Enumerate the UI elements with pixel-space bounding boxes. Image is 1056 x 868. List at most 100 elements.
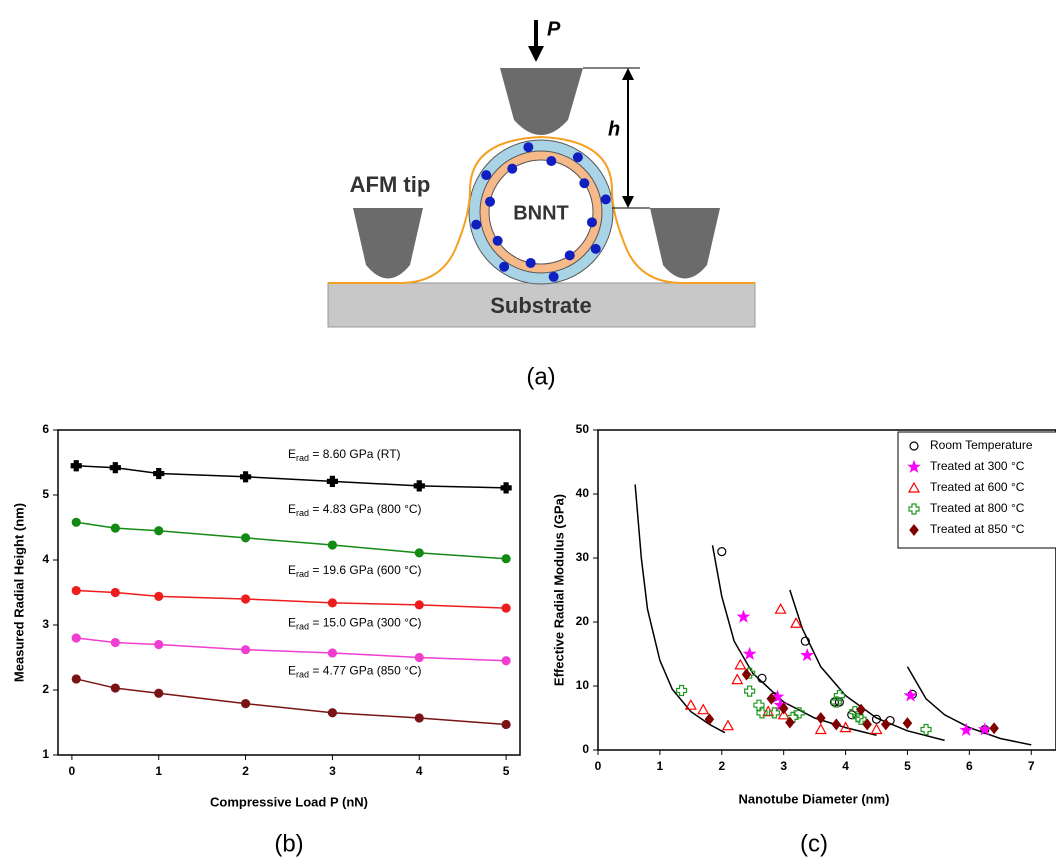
marker xyxy=(834,697,844,707)
marker xyxy=(731,673,744,685)
annotation-sub: rad xyxy=(296,453,309,463)
fit-curve xyxy=(634,484,726,734)
atom xyxy=(564,250,575,261)
panel-label: (a) xyxy=(526,363,555,390)
annotation-sub: rad xyxy=(296,569,309,579)
marker xyxy=(500,482,512,494)
label: Substrate xyxy=(490,293,591,318)
marker xyxy=(734,658,747,670)
marker xyxy=(856,703,866,716)
annotation-part: = 4.77 GPa (850 °C) xyxy=(309,664,422,678)
annotation-part: E xyxy=(288,616,296,630)
marker xyxy=(697,703,710,715)
x-tick-label: 2 xyxy=(242,764,249,778)
legend-label: Treated at 850 °C xyxy=(930,522,1025,536)
marker xyxy=(675,684,688,697)
atom xyxy=(481,170,492,181)
marker xyxy=(240,594,251,604)
series-line xyxy=(76,678,507,726)
atom xyxy=(546,156,557,167)
marker xyxy=(501,554,511,564)
legend-box xyxy=(897,431,1056,549)
marker xyxy=(326,475,339,487)
x-tick-label: 1 xyxy=(155,764,162,778)
marker xyxy=(327,708,338,718)
x-axis-label: Compressive Load P (nN) xyxy=(210,794,368,809)
marker xyxy=(831,718,842,731)
x-tick-label: 5 xyxy=(503,764,510,778)
plot-frame xyxy=(57,429,521,756)
tip-left xyxy=(353,208,423,279)
marker xyxy=(790,617,803,628)
y-tick-label: 40 xyxy=(576,486,590,500)
series-line xyxy=(76,465,507,489)
marker xyxy=(959,722,974,737)
marker xyxy=(110,683,120,693)
marker xyxy=(770,689,785,703)
marker xyxy=(240,645,251,655)
y-tick-label: 4 xyxy=(42,552,49,566)
y-tick-label: 50 xyxy=(576,422,590,436)
annotation-part: = 8.60 GPa (RT) xyxy=(309,447,400,461)
marker xyxy=(800,636,810,646)
y-tick-label: 10 xyxy=(576,678,590,692)
fit-curve xyxy=(789,589,945,742)
legend-label: Treated at 300 °C xyxy=(930,459,1025,473)
marker xyxy=(110,637,120,648)
marker xyxy=(414,713,424,723)
marker xyxy=(154,639,164,650)
marker xyxy=(501,603,511,613)
y-tick-label: 5 xyxy=(42,487,49,501)
substrate xyxy=(327,282,756,328)
marker xyxy=(977,722,992,736)
marker xyxy=(774,602,787,614)
marker xyxy=(71,585,81,596)
marker xyxy=(327,540,338,550)
atom xyxy=(600,194,611,205)
marker xyxy=(785,716,795,729)
x-tick-label: 5 xyxy=(904,759,911,773)
annotation: Erad = 8.60 GPa (RT) xyxy=(288,447,401,463)
label: h xyxy=(608,118,620,140)
panel-label: (b) xyxy=(274,830,303,857)
legend-marker xyxy=(909,524,919,536)
marker xyxy=(501,719,511,730)
legend-marker xyxy=(907,481,921,493)
annotation: Erad = 19.6 GPa (600 °C) xyxy=(288,563,422,579)
series-line xyxy=(76,589,507,609)
marker xyxy=(110,523,120,533)
marker xyxy=(153,467,165,480)
panel-label: (c) xyxy=(800,830,828,857)
marker xyxy=(793,707,805,719)
atom xyxy=(590,243,601,254)
label: BNNT xyxy=(513,202,569,224)
marker xyxy=(154,591,164,602)
atom xyxy=(492,235,503,246)
annotation-part: E xyxy=(288,563,296,577)
diagram: P h AFM tip BNNT Substrate (a) xyxy=(327,18,756,390)
contour xyxy=(328,135,755,284)
legend-marker xyxy=(908,503,920,515)
x-tick-label: 2 xyxy=(718,759,725,773)
marker xyxy=(989,722,999,735)
fit-curve xyxy=(711,545,877,737)
x-tick-label: 1 xyxy=(657,759,664,773)
tip-right xyxy=(650,208,720,279)
marker xyxy=(871,714,882,724)
x-tick-label: 7 xyxy=(1028,759,1035,773)
atom xyxy=(485,196,496,207)
marker xyxy=(501,656,511,666)
y-axis-label: Measured Radial Height (nm) xyxy=(11,503,26,682)
atom xyxy=(471,219,482,230)
series-line xyxy=(76,637,507,662)
marker xyxy=(741,668,752,681)
marker xyxy=(753,699,765,711)
x-tick-label: 3 xyxy=(780,759,787,773)
marker xyxy=(71,633,81,643)
marker xyxy=(862,718,872,731)
annotation-sub: rad xyxy=(296,622,309,632)
y-axis-label: Effective Radial Modulus (GPa) xyxy=(551,494,566,686)
marker xyxy=(414,652,424,663)
x-tick-label: 6 xyxy=(966,759,973,773)
